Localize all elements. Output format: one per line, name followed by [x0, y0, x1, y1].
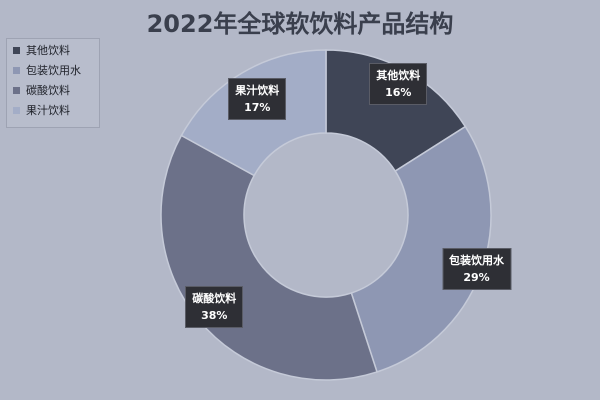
- data-label-carbonated: 碳酸饮料 38%: [185, 286, 244, 329]
- slice-water: [350, 125, 492, 373]
- legend-item-other: 其他饮料: [7, 41, 99, 59]
- data-label-value-other: 16%: [385, 85, 412, 99]
- legend-label-water: 包装饮用水: [26, 64, 81, 77]
- data-label-value-carbonated: 38%: [201, 309, 228, 323]
- data-label-name-water: 包装饮用水: [449, 254, 505, 268]
- data-label-value-juice: 17%: [244, 100, 271, 114]
- legend-item-carbonated: 碳酸饮料: [7, 81, 99, 99]
- slice-other: [325, 49, 467, 173]
- legend-item-water: 包装饮用水: [7, 61, 99, 79]
- chart-title: 2022年全球软饮料产品结构: [146, 10, 454, 38]
- data-label-other: 其他饮料 16%: [369, 62, 428, 105]
- donut-hole: [245, 134, 407, 296]
- data-label-name-other: 其他饮料: [376, 68, 421, 82]
- legend-item-juice: 果汁饮料: [7, 101, 99, 119]
- legend-swatch-carbonated: [13, 86, 20, 94]
- legend-label-other: 其他饮料: [26, 44, 70, 57]
- data-label-name-juice: 果汁饮料: [235, 83, 280, 97]
- legend-swatch-other: [13, 46, 20, 54]
- legend-label-juice: 果汁饮料: [26, 104, 70, 117]
- data-label-juice: 果汁饮料 17%: [228, 77, 287, 120]
- legend-label-carbonated: 碳酸饮料: [26, 84, 70, 97]
- data-label-name-carbonated: 碳酸饮料: [192, 292, 237, 306]
- data-label-value-water: 29%: [463, 271, 490, 285]
- legend-swatch-water: [13, 66, 20, 74]
- legend: 其他饮料 包装饮用水 碳酸饮料 果汁饮料: [6, 38, 100, 128]
- data-label-water: 包装饮用水 29%: [442, 248, 512, 291]
- legend-swatch-juice: [13, 106, 20, 114]
